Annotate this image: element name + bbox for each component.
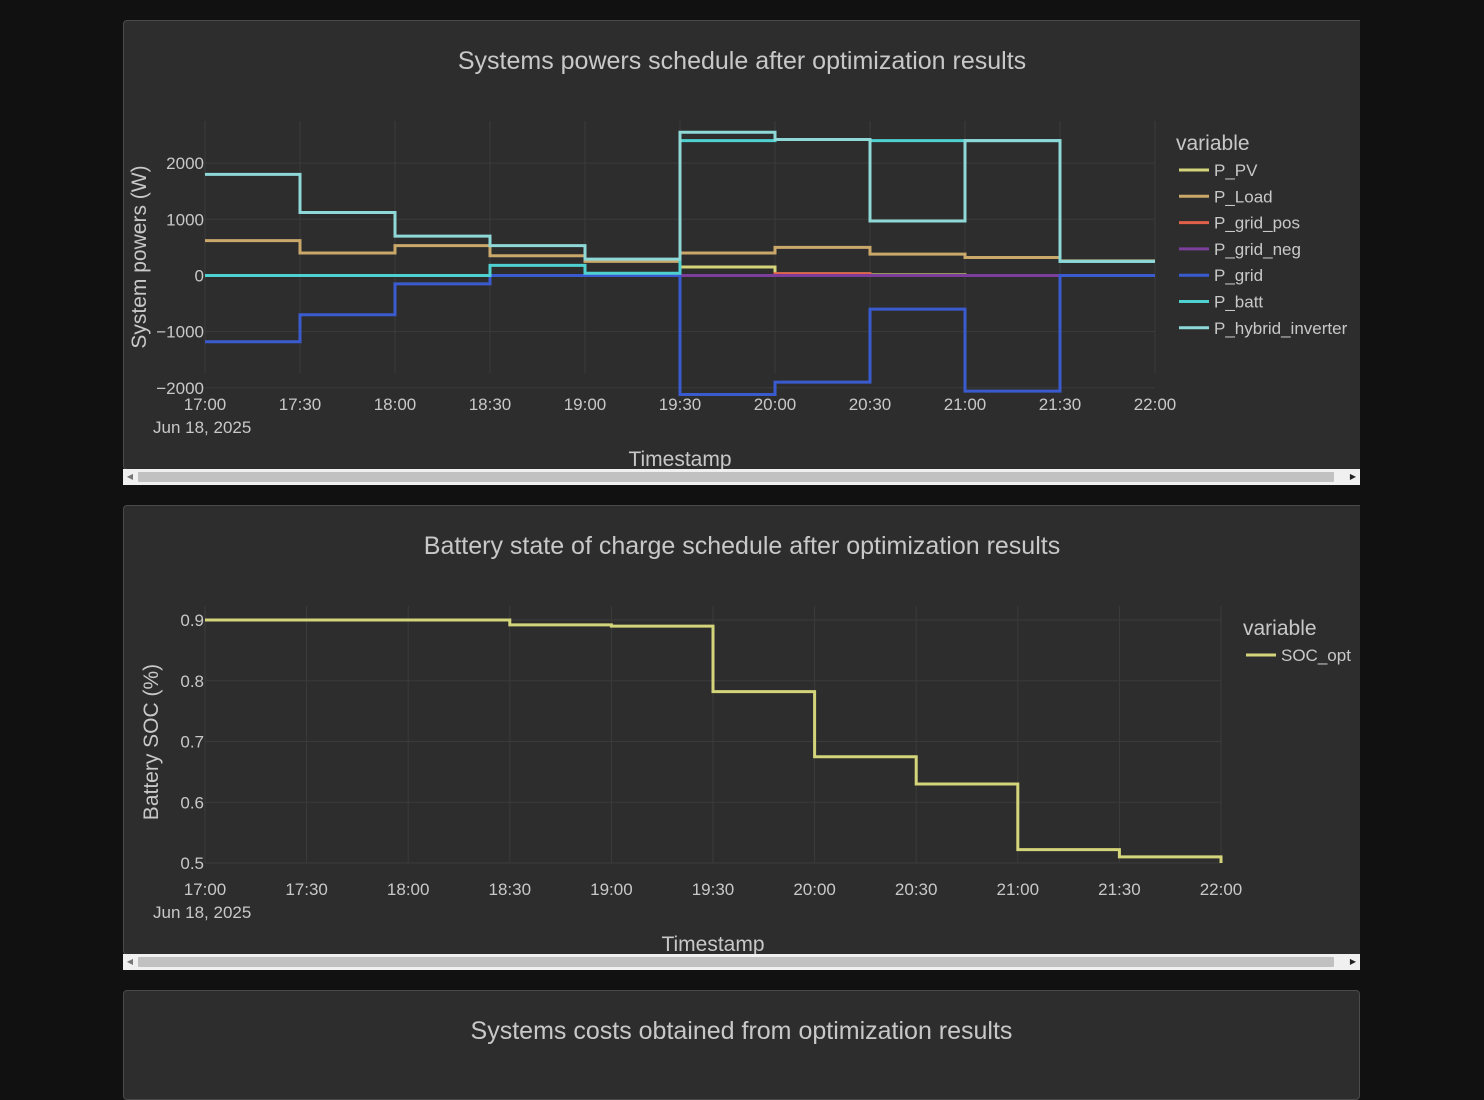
- legend-label: SOC_opt: [1281, 646, 1351, 665]
- legend-label: P_hybrid_inverter: [1214, 319, 1348, 338]
- x-tick-label: 17:30: [279, 395, 322, 414]
- legend-item[interactable]: P_batt: [1179, 293, 1263, 312]
- x-tick-label: 18:30: [489, 880, 532, 899]
- scroll-left-icon[interactable]: ◀: [126, 957, 134, 966]
- y-tick-label: 0.8: [180, 672, 204, 691]
- x-tick-label: 19:30: [692, 880, 735, 899]
- legend-item[interactable]: P_grid_pos: [1179, 214, 1300, 233]
- x-tick-label: 20:00: [793, 880, 836, 899]
- scroll-right-icon[interactable]: ▶: [1349, 957, 1357, 966]
- soc-chart[interactable]: 17:00 17:30 18:00 18:30 19:00 19:30 20:00 20:30…: [124, 506, 1360, 955]
- scrollbar-thumb[interactable]: [138, 957, 1334, 967]
- legend-label: P_grid: [1214, 266, 1263, 285]
- x-tick-label: 19:00: [564, 395, 607, 414]
- y-tick-label: 0: [195, 266, 204, 285]
- x-tick-label: 19:30: [659, 395, 702, 414]
- y-tick-label: 0.6: [180, 793, 204, 812]
- x-tick-label: 22:00: [1134, 395, 1177, 414]
- scroll-left-icon[interactable]: ◀: [126, 472, 134, 481]
- x-tick-label: 18:00: [374, 395, 417, 414]
- horizontal-scrollbar[interactable]: ◀ ▶: [123, 469, 1360, 485]
- legend-label: P_grid_neg: [1214, 240, 1301, 259]
- legend: variable P_PV P_Load P_grid_pos P_grid_neg P_…: [1176, 132, 1348, 338]
- x-tick-label: 22:00: [1200, 880, 1243, 899]
- legend-item[interactable]: P_hybrid_inverter: [1179, 319, 1348, 338]
- series-line-soc-opt[interactable]: [205, 618, 1223, 863]
- x-tick-label: 18:00: [387, 880, 430, 899]
- power-chart-panel: Systems powers schedule after optimizati…: [123, 20, 1360, 470]
- soc-chart-panel: Battery state of charge schedule after o…: [123, 505, 1360, 955]
- chart-title: Battery state of charge schedule after o…: [423, 532, 1061, 560]
- y-tick-label: 0.9: [180, 611, 204, 630]
- legend-label: P_PV: [1214, 161, 1258, 180]
- chart-title: Systems costs obtained from optimization…: [470, 1017, 1013, 1045]
- x-tick-label: 21:00: [944, 395, 987, 414]
- legend-title: variable: [1176, 132, 1250, 155]
- y-tick-label: −2000: [156, 379, 204, 398]
- series-line-p-grid[interactable]: [205, 273, 1155, 397]
- legend-item[interactable]: P_grid: [1179, 266, 1263, 285]
- y-tick-label: 1000: [166, 210, 204, 229]
- y-tick-label: 0.5: [180, 854, 204, 873]
- series-line-p-hybrid-inverter[interactable]: [205, 130, 1155, 263]
- x-axis-title: Timestamp: [628, 448, 731, 470]
- y-axis-title: Battery SOC (%): [140, 664, 163, 820]
- x-tick-label: 18:30: [469, 395, 512, 414]
- y-tick-label: 2000: [166, 154, 204, 173]
- legend-item[interactable]: P_PV: [1179, 161, 1258, 180]
- x-date-label: Jun 18, 2025: [153, 418, 251, 437]
- x-tick-label: 21:30: [1098, 880, 1141, 899]
- legend-item[interactable]: P_Load: [1179, 187, 1273, 206]
- scroll-right-icon[interactable]: ▶: [1349, 472, 1357, 481]
- legend-label: P_Load: [1214, 187, 1273, 206]
- legend-label: P_grid_pos: [1214, 214, 1300, 233]
- x-tick-label: 20:30: [895, 880, 938, 899]
- chart-title: Systems powers schedule after optimizati…: [457, 47, 1027, 75]
- x-tick-label: 21:30: [1039, 395, 1082, 414]
- x-tick-label: 17:00: [184, 395, 227, 414]
- legend-item[interactable]: SOC_opt: [1246, 646, 1351, 665]
- x-tick-label: 19:00: [590, 880, 633, 899]
- legend-item[interactable]: P_grid_neg: [1179, 240, 1301, 259]
- costs-chart-panel: Systems costs obtained from optimization…: [123, 990, 1360, 1100]
- horizontal-scrollbar[interactable]: ◀ ▶: [123, 954, 1360, 970]
- y-axis-title: System powers (W): [128, 165, 151, 348]
- x-tick-label: 17:30: [285, 880, 328, 899]
- legend: variable SOC_opt: [1243, 617, 1351, 665]
- power-chart[interactable]: 17:00 17:30 18:00 18:30 19:00 19:30 20:00 20:30…: [124, 21, 1360, 470]
- x-axis-title: Timestamp: [661, 933, 764, 955]
- y-tick-label: 0.7: [180, 733, 204, 752]
- y-tick-label: −1000: [156, 323, 204, 342]
- legend-title: variable: [1243, 617, 1317, 640]
- legend-label: P_batt: [1214, 293, 1263, 312]
- x-date-label: Jun 18, 2025: [153, 903, 251, 922]
- x-tick-label: 20:30: [849, 395, 892, 414]
- scrollbar-thumb[interactable]: [138, 472, 1334, 482]
- x-tick-label: 21:00: [997, 880, 1040, 899]
- x-tick-label: 17:00: [184, 880, 227, 899]
- x-tick-label: 20:00: [754, 395, 797, 414]
